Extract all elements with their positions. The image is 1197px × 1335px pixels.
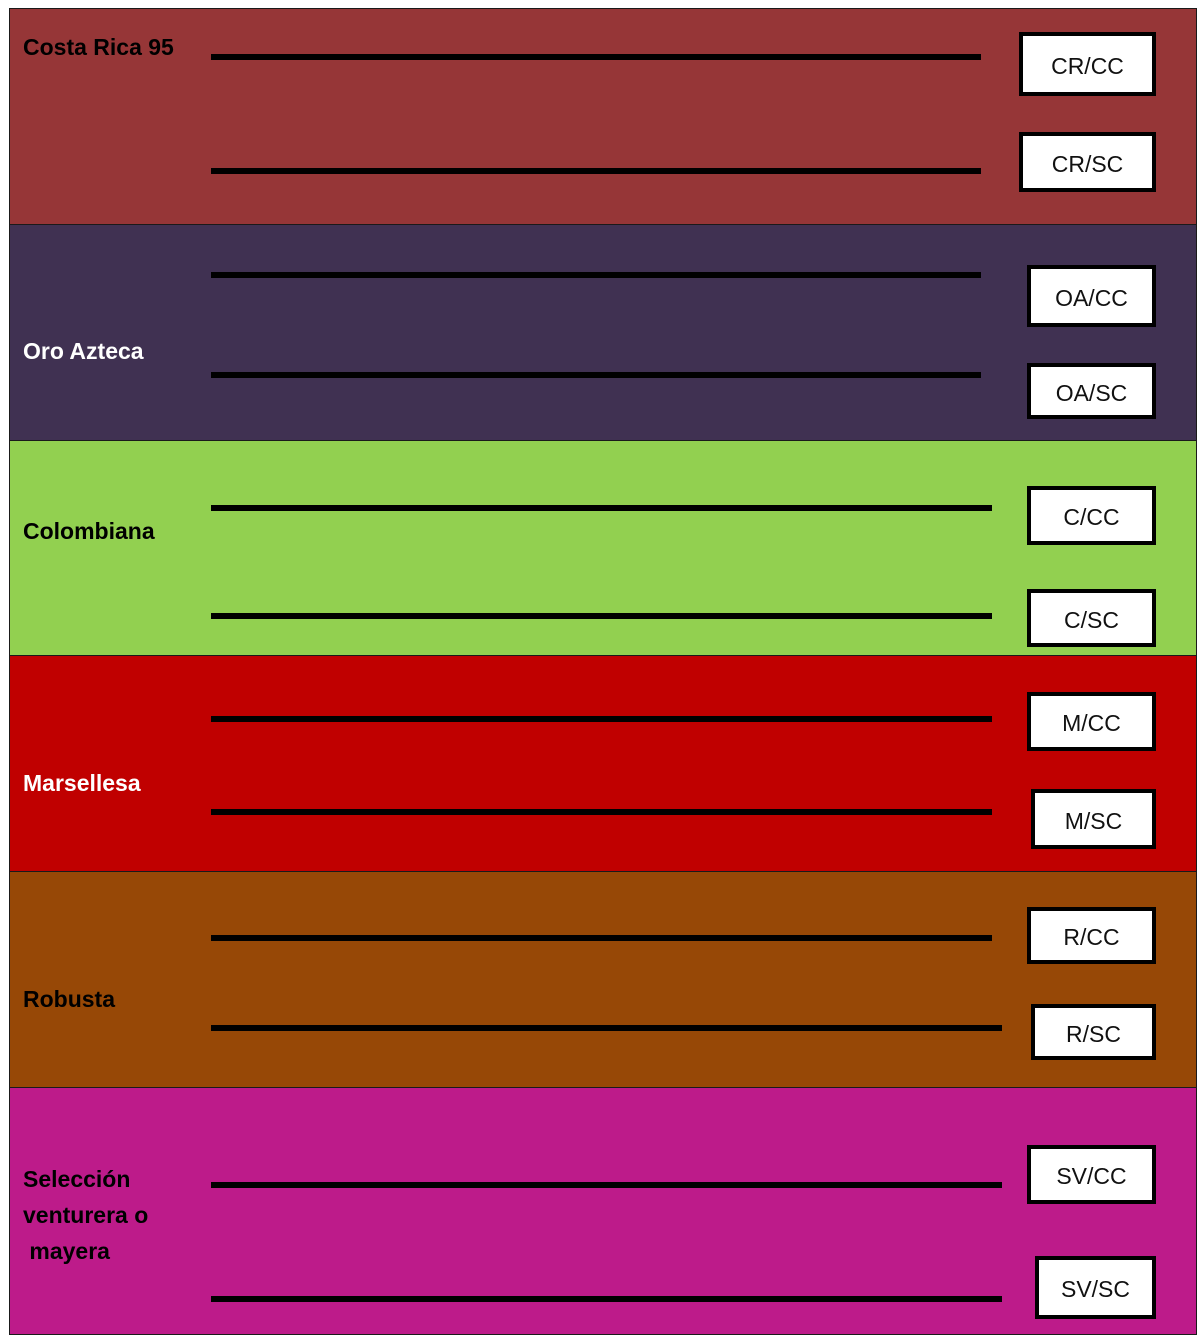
code-box-sc: SV/SC — [1035, 1256, 1156, 1319]
code-label: SV/SC — [1060, 1276, 1131, 1302]
connector-line-cc — [211, 505, 992, 511]
variety-label: Selección venturera o mayera — [23, 1166, 149, 1264]
code-box-sc: CR/SC — [1019, 132, 1156, 192]
band-3: Colombiana — [9, 440, 1197, 656]
code-box-cc: OA/CC — [1027, 265, 1156, 327]
variety-label: Robusta — [23, 986, 115, 1012]
connector-line-cc — [211, 272, 981, 278]
connector-line-cc — [211, 1182, 1002, 1188]
connector-line-sc — [211, 1296, 1002, 1302]
band-6: Selección venturera o mayera — [9, 1087, 1197, 1335]
code-label: C/CC — [1063, 504, 1120, 530]
code-label: C/SC — [1064, 606, 1119, 633]
connector-line-sc — [211, 613, 992, 619]
code-label: CR/SC — [1051, 150, 1124, 177]
code-label: R/SC — [1066, 1020, 1121, 1047]
code-label: CR/CC — [1051, 52, 1124, 79]
band-2: Oro Azteca — [9, 224, 1197, 441]
connector-line-sc — [211, 1025, 1002, 1031]
code-label: OA/SC — [1055, 379, 1128, 406]
connector-line-sc — [211, 809, 992, 815]
code-box-cc: R/CC — [1027, 907, 1156, 964]
code-label: R/CC — [1063, 924, 1120, 950]
code-label: OA/CC — [1055, 284, 1128, 311]
code-label: SV/CC — [1056, 1163, 1127, 1189]
code-box-sc: R/SC — [1031, 1004, 1156, 1060]
connector-line-sc — [211, 168, 981, 174]
variety-label: Costa Rica 95 — [23, 34, 174, 60]
variety-label: Colombiana — [23, 518, 155, 544]
code-box-cc: SV/CC — [1027, 1145, 1156, 1204]
band-4: Marsellesa — [9, 655, 1197, 872]
code-box-cc: CR/CC — [1019, 32, 1156, 96]
connector-line-sc — [211, 372, 981, 378]
connector-line-cc — [211, 716, 992, 722]
code-label: M/CC — [1062, 710, 1121, 736]
connector-line-cc — [211, 54, 981, 60]
code-box-cc: M/CC — [1027, 692, 1156, 751]
connector-line-cc — [211, 935, 992, 941]
code-box-sc: M/SC — [1031, 789, 1156, 849]
variety-label: Marsellesa — [23, 770, 141, 796]
code-label: M/SC — [1064, 807, 1123, 834]
code-box-sc: C/SC — [1027, 589, 1156, 647]
code-box-cc: C/CC — [1027, 486, 1156, 545]
band-1: Costa Rica 95 — [9, 8, 1197, 225]
code-box-sc: OA/SC — [1027, 363, 1156, 419]
variety-label: Oro Azteca — [23, 338, 144, 364]
band-5: Robusta — [9, 871, 1197, 1088]
